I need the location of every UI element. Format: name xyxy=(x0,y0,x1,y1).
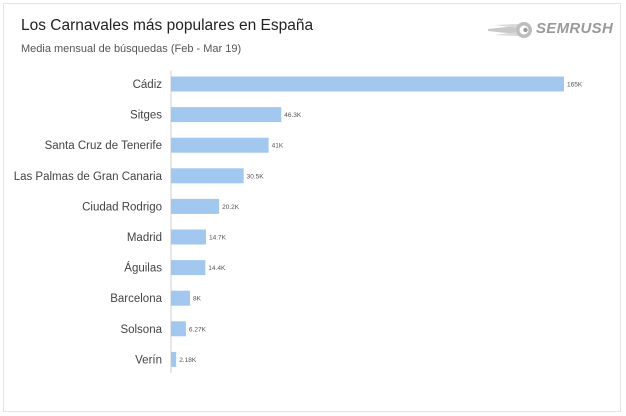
value-label: 6.27K xyxy=(189,326,207,333)
value-label: 2.18K xyxy=(179,357,197,364)
bar xyxy=(171,229,207,245)
value-label: 8K xyxy=(193,296,202,303)
category-label: Santa Cruz de Tenerife xyxy=(45,140,162,152)
category-label: Madrid xyxy=(127,232,162,244)
category-label: Solsona xyxy=(120,324,162,336)
category-label: Las Palmas de Gran Canaria xyxy=(14,171,163,183)
bar xyxy=(171,290,191,306)
category-label: Sitges xyxy=(130,110,162,122)
chart-frame xyxy=(3,3,621,412)
semrush-logo: SEMRUSH xyxy=(486,20,613,40)
category-label: Ciudad Rodrigo xyxy=(82,201,162,213)
chart-subtitle: Media mensual de búsquedas (Feb - Mar 19… xyxy=(21,43,242,55)
bar xyxy=(171,107,282,123)
category-label: Cádiz xyxy=(133,79,163,91)
value-label: 14.7K xyxy=(209,235,227,242)
bar xyxy=(171,260,206,276)
value-label: 41K xyxy=(272,143,284,150)
bar xyxy=(171,76,564,92)
value-label: 30.5K xyxy=(247,173,265,180)
value-label: 14.4K xyxy=(208,265,226,272)
fireball-icon xyxy=(488,22,532,38)
brand-wordmark: SEMRUSH xyxy=(536,20,614,37)
bar xyxy=(171,321,186,337)
category-label: Verín xyxy=(135,354,162,366)
value-label: 46.3K xyxy=(284,112,302,119)
bar xyxy=(171,198,220,214)
bar xyxy=(171,351,177,367)
chart-title: Los Carnavales más populares en España xyxy=(21,17,314,34)
value-label: 165K xyxy=(567,82,583,89)
bar xyxy=(171,137,269,153)
value-label: 20.2K xyxy=(222,204,240,211)
category-label: Barcelona xyxy=(110,293,162,305)
category-label: Águilas xyxy=(124,262,162,275)
bar xyxy=(171,168,244,184)
